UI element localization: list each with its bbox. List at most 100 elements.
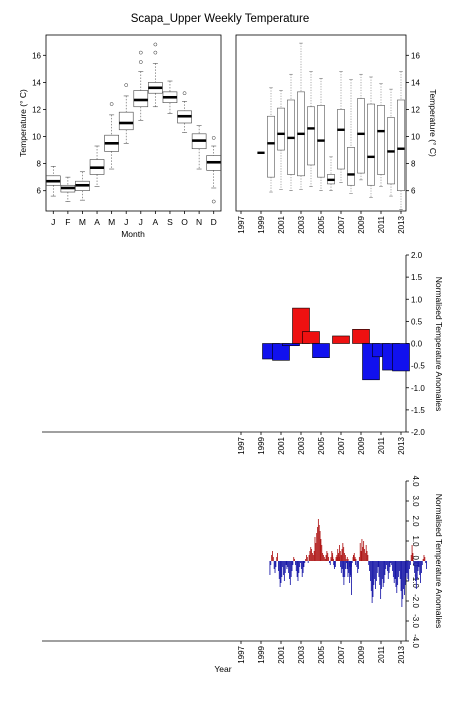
x-tick-label: 2013 (397, 215, 406, 233)
weekly-anomaly-bar (333, 561, 335, 565)
weekly-anomaly-bar (330, 557, 332, 561)
weekly-anomaly-bar (309, 551, 311, 561)
weekly-anomaly-bar (404, 561, 405, 595)
box (267, 115, 275, 178)
weekly-anomaly-bar (318, 525, 320, 561)
weekly-anomaly-bar (310, 547, 312, 561)
x-tick-label: 2011 (377, 215, 386, 233)
weekly-anomaly-bar (324, 559, 326, 561)
y-tick-label: -0.5 (411, 362, 425, 371)
x-tick-label: A (94, 217, 100, 227)
x-tick-label: J (139, 217, 143, 227)
weekly-anomaly-bar (275, 561, 277, 567)
x-tick-label: 2005 (317, 645, 326, 663)
weekly-anomaly-bar (358, 561, 359, 569)
anomaly-bar (352, 329, 370, 344)
weekly-anomaly-bar (328, 557, 329, 561)
weekly-anomaly-bar (365, 545, 367, 561)
box (397, 99, 405, 191)
x-tick-label: J (51, 217, 55, 227)
y-tick-label: 16 (32, 51, 41, 60)
weekly-y-axis-title: Normalised Temperature Anomalies (434, 494, 444, 629)
weekly-anomaly-bar (421, 561, 423, 565)
weekly-anomaly-bar (416, 561, 418, 579)
outlier-point (138, 50, 143, 55)
x-tick-label: 2001 (277, 215, 286, 233)
weekly-anomaly-bar (327, 553, 329, 561)
y-tick-label: 2.0 (411, 515, 420, 527)
box (357, 98, 365, 174)
weekly-anomaly-bar (425, 561, 427, 563)
x-tick-label: J (124, 217, 128, 227)
weekly-anomaly-bar (375, 561, 377, 581)
weekly-anomaly-bar (368, 561, 370, 565)
weekly-anomaly-bar (344, 555, 346, 561)
x-tick-label: 1997 (237, 645, 246, 663)
y-tick-label: 12 (32, 105, 41, 114)
weekly-anomaly-bar (384, 561, 386, 575)
y-tick-label: 10 (411, 133, 420, 142)
monthly-x-axis-title: Month (121, 229, 145, 239)
weekly-anomaly-bar (411, 545, 413, 561)
weekly-anomaly-bar (316, 533, 318, 561)
y-tick-label: -4.0 (411, 634, 420, 648)
y-tick-label: 0.0 (411, 340, 423, 349)
x-tick-label: N (196, 217, 202, 227)
anomaly-bar (272, 343, 290, 361)
x-tick-label: 2001 (277, 645, 286, 663)
y-tick-label: 8 (411, 160, 416, 169)
weekly-anomaly-bar (292, 561, 294, 565)
weekly-anomaly-bar (347, 559, 349, 561)
weekly-anomaly-bar (346, 561, 348, 569)
weekly-anomaly-bar (413, 561, 415, 565)
yearly-x-axis: 1997 1999 2001 2003 2005 2007 2009 2011 2013 (237, 211, 406, 234)
weekly-anomaly-bar (388, 561, 390, 573)
weekly-anomaly-bar (371, 561, 373, 603)
annual-anomaly-chart: -2.0 -1.5 -1.0 -0.5 0.0 0.5 1.0 1.5 2.0 1997 1999… (42, 251, 444, 455)
y-tick-label: 1.5 (411, 273, 423, 282)
weekly-anomaly-bar (270, 561, 272, 565)
y-tick-label: 1.0 (411, 535, 420, 547)
monthly-plot-frame (45, 34, 222, 212)
y-tick-label: 6 (37, 187, 42, 196)
x-tick-label: A (153, 217, 159, 227)
x-tick-label: 2013 (397, 436, 406, 454)
weekly-anomaly-bar (372, 561, 374, 597)
x-tick-label: 2007 (337, 436, 346, 454)
x-tick-label: 2003 (297, 215, 306, 233)
weekly-anomaly-bar (380, 561, 382, 599)
weekly-anomaly-bar (336, 555, 338, 561)
weekly-anomaly-bar (391, 561, 393, 565)
weekly-anomaly-bar (370, 561, 371, 581)
y-tick-label: 4.0 (411, 475, 420, 487)
weekly-anomaly-bar (283, 561, 285, 581)
yearly-y-axis-title: Temperature (° C) (428, 89, 438, 157)
weekly-anomaly-bar (353, 555, 354, 561)
weekly-anomaly-bar (337, 549, 339, 561)
weekly-anomaly-bar (288, 561, 290, 573)
weekly-anomaly-bar (333, 561, 335, 567)
y-tick-label: -1.0 (411, 384, 425, 393)
weekly-anomaly-bar (295, 561, 296, 565)
weekly-anomaly-bar (396, 561, 398, 593)
weekly-anomaly-bar (375, 561, 376, 589)
weekly-anomaly-bar (345, 559, 347, 561)
x-tick-label: 2009 (357, 215, 366, 233)
outlier-point (138, 60, 143, 64)
y-tick-label: 3.0 (411, 495, 420, 507)
x-tick-label: 2009 (357, 645, 366, 663)
weekly-anomaly-bar (283, 561, 284, 575)
weekly-anomaly-bar (313, 551, 315, 561)
weekly-anomaly-bar (276, 557, 278, 561)
yearly-boxes (257, 42, 405, 210)
weekly-anomaly-bar (419, 561, 421, 575)
x-tick-label: 2003 (297, 436, 306, 454)
weekly-anomaly-bar (357, 561, 359, 573)
x-tick-label: 2005 (317, 436, 326, 454)
weekly-anomaly-bar (319, 531, 321, 561)
weekly-anomaly-bar (306, 555, 307, 561)
weekly-anomaly-bar (284, 561, 286, 573)
weekly-anomaly-bar (382, 561, 384, 587)
anomaly-bar (302, 331, 320, 344)
weekly-anomaly-bar (421, 561, 422, 573)
